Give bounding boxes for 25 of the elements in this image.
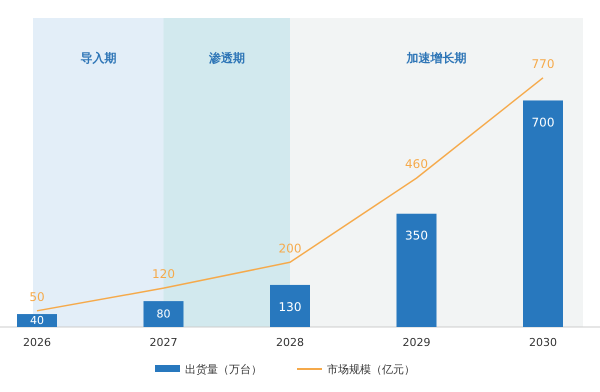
legend-label: 市场规模（亿元） bbox=[327, 363, 415, 376]
data-label: 80 bbox=[156, 308, 170, 321]
legend-label: 出货量（万台） bbox=[185, 363, 262, 376]
x-tick-label: 2027 bbox=[150, 336, 178, 349]
band-label: 加速增长期 bbox=[406, 51, 466, 65]
bar bbox=[523, 100, 563, 327]
data-label: 120 bbox=[152, 267, 175, 282]
x-tick-label: 2026 bbox=[23, 336, 51, 349]
data-label: 350 bbox=[405, 228, 428, 243]
data-label: 50 bbox=[29, 290, 45, 304]
bar bbox=[17, 314, 57, 327]
bar bbox=[396, 214, 436, 327]
x-tick-label: 2028 bbox=[276, 336, 304, 349]
data-label: 770 bbox=[532, 56, 554, 71]
band-label: 导入期 bbox=[80, 51, 116, 65]
data-label: 200 bbox=[278, 241, 302, 256]
x-tick-label: 2029 bbox=[402, 336, 430, 349]
band-label: 渗透期 bbox=[208, 51, 245, 65]
data-label: 700 bbox=[532, 115, 554, 130]
data-label: 460 bbox=[405, 157, 428, 172]
bar bbox=[270, 284, 310, 327]
data-label: 130 bbox=[278, 300, 302, 314]
data-label: 40 bbox=[30, 314, 44, 328]
bar bbox=[144, 301, 184, 327]
x-tick-label: 2030 bbox=[529, 336, 557, 349]
